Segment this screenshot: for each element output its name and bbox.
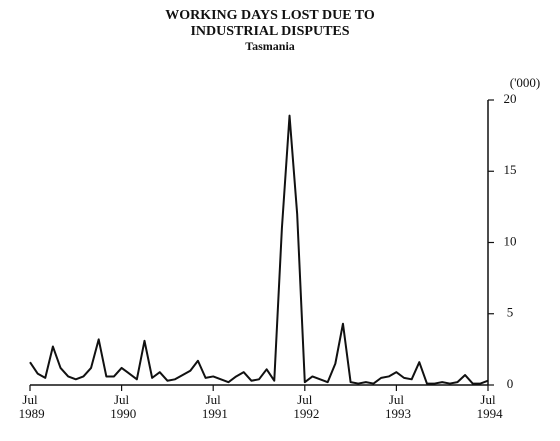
x-tick-label: Jul 1994 xyxy=(473,392,503,421)
x-tick-label: Jul 1991 xyxy=(199,392,228,421)
chart-subtitle: Tasmania xyxy=(245,39,295,53)
y-unit: ('000) xyxy=(510,75,541,90)
y-tick-label: 0 xyxy=(507,376,514,391)
chart-title: INDUSTRIAL DISPUTES xyxy=(190,24,349,39)
y-tick-label: 20 xyxy=(504,91,517,106)
chart-title: WORKING DAYS LOST DUE TO xyxy=(165,8,375,23)
y-tick-label: 5 xyxy=(507,305,514,320)
x-tick-label: Jul 1993 xyxy=(382,392,411,421)
y-tick-label: 15 xyxy=(504,162,517,177)
x-tick-label: Jul 1990 xyxy=(107,392,136,421)
x-tick-label: Jul 1989 xyxy=(15,392,44,421)
y-tick-label: 10 xyxy=(504,233,517,248)
x-tick-label: Jul 1992 xyxy=(290,392,319,421)
data-line xyxy=(29,114,489,385)
